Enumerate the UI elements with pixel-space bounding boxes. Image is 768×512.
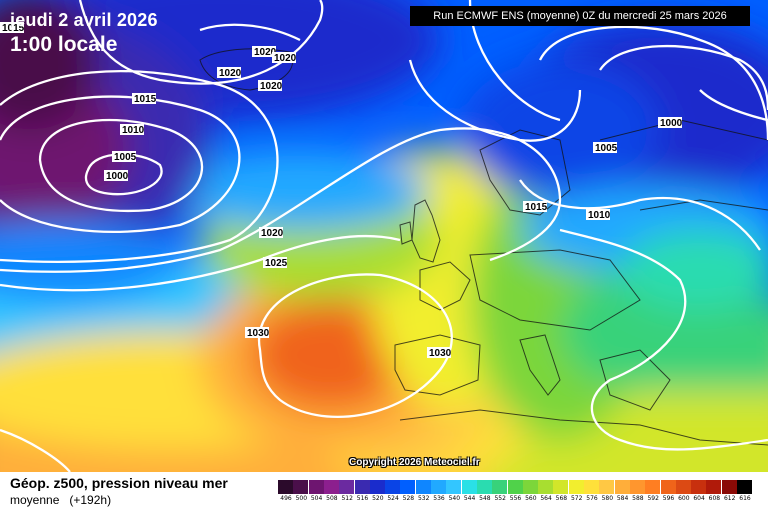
map-subtitle: moyenne (+192h)	[10, 493, 111, 507]
isobar-label: 1020	[260, 81, 283, 92]
scale-swatch	[675, 480, 691, 494]
scale-label: 512	[341, 495, 353, 502]
scale-swatch	[553, 480, 569, 494]
map-title: Géop. z500, pression niveau mer	[10, 475, 228, 491]
scale-swatch	[538, 480, 554, 494]
scale-swatch	[385, 480, 401, 494]
scale-label: 552	[494, 495, 506, 502]
weather-map: 1015 1020 1020 1020 1020 1015 1010 1005 …	[0, 0, 768, 472]
scale-swatch	[599, 480, 615, 494]
map-subtitle-mode: moyenne	[10, 493, 60, 507]
scale-label: 536	[433, 495, 445, 502]
scale-swatch	[476, 480, 492, 494]
scale-label: 576	[586, 495, 598, 502]
isobar-label: 1030	[247, 328, 270, 339]
scale-label: 596	[662, 495, 675, 502]
scale-label: 568	[555, 495, 568, 502]
isobar-label: 1020	[274, 53, 297, 64]
scale-swatch	[568, 480, 584, 494]
scale-swatch	[584, 480, 599, 494]
scale-label: 612	[723, 495, 736, 502]
isobar-label: 1010	[588, 210, 611, 221]
scale-label: 532	[417, 495, 430, 502]
isobar-label: 1015	[134, 94, 157, 105]
scale-swatch	[278, 480, 293, 494]
isobar-label: 1005	[114, 152, 137, 163]
scale-swatch	[400, 480, 416, 494]
coastlines	[199, 48, 768, 446]
isobar-label: 1005	[595, 143, 618, 154]
scale-label: 608	[708, 495, 721, 502]
scale-label: 560	[525, 495, 537, 502]
isobars	[0, 0, 768, 472]
scale-label: 600	[678, 495, 690, 502]
scale-swatch	[614, 480, 630, 494]
scale-swatch	[431, 480, 446, 494]
geopotential-field	[0, 0, 768, 472]
isobar-label: 1025	[265, 258, 288, 269]
scale-label: 584	[616, 495, 629, 502]
scale-label: 548	[479, 495, 491, 502]
scale-swatch	[721, 480, 737, 494]
scale-label: 516	[356, 495, 369, 502]
scale-label: 544	[463, 495, 476, 502]
scale-swatch	[660, 480, 676, 494]
scale-label: 540	[448, 495, 461, 502]
scale-label: 496	[280, 495, 292, 502]
scale-swatch	[415, 480, 431, 494]
isobar-label: 1020	[254, 47, 277, 58]
scale-label: 520	[372, 495, 384, 502]
scale-label: 500	[295, 495, 308, 502]
scale-swatch	[629, 480, 645, 494]
scale-swatch	[446, 480, 462, 494]
forecast-time: 1:00 locale	[10, 33, 118, 56]
color-scale: 496 500 504 508 512 516 520 524 528 532 536 540 544 5…	[278, 480, 756, 507]
scale-swatch	[461, 480, 477, 494]
isobar-label: 1020	[219, 68, 242, 79]
scale-swatch	[691, 480, 707, 494]
scale-label: 580	[601, 495, 614, 502]
forecast-range: (+192h)	[69, 493, 112, 507]
scale-label: 564	[540, 495, 552, 502]
scale-swatch	[522, 480, 538, 494]
scale-label: 604	[693, 495, 705, 502]
copyright-notice: Copyright 2026 Meteociel.fr	[349, 457, 480, 468]
scale-label: 508	[326, 495, 338, 502]
isobar-label: 1015	[525, 202, 548, 213]
scale-label: 616	[739, 495, 751, 502]
scale-swatch	[507, 480, 523, 494]
isobar-label: 1020	[261, 228, 284, 239]
scale-swatch	[369, 480, 385, 494]
scale-label: 556	[509, 495, 522, 502]
scale-label: 592	[647, 495, 659, 502]
isobar-label: 1000	[106, 171, 129, 182]
scale-label: 588	[632, 495, 644, 502]
scale-swatch	[737, 480, 752, 494]
isobar-label: 1010	[122, 125, 145, 136]
scale-swatch	[706, 480, 722, 494]
legend-footer: Géop. z500, pression niveau mer moyenne (…	[0, 472, 768, 512]
forecast-date: jeudi 2 avril 2026	[10, 10, 158, 30]
scale-swatch	[492, 480, 508, 494]
scale-swatch	[645, 480, 661, 494]
scale-label: 524	[387, 495, 399, 502]
scale-swatch	[293, 480, 309, 494]
run-info-banner: Run ECMWF ENS (moyenne) 0Z du mercredi 2…	[410, 6, 750, 26]
isobar-label: 1000	[660, 118, 683, 129]
scale-label: 528	[402, 495, 415, 502]
scale-label: 572	[570, 495, 583, 502]
scale-swatch	[354, 480, 370, 494]
isobar-label: 1030	[429, 348, 452, 359]
scale-swatch	[323, 480, 339, 494]
isobar-label: 1015	[2, 23, 25, 34]
scale-label: 504	[310, 495, 323, 502]
scale-swatch	[339, 480, 355, 494]
scale-swatch	[308, 480, 324, 494]
isobar-labels: 1015 1020 1020 1020 1020 1015 1010 1005 …	[0, 22, 683, 359]
